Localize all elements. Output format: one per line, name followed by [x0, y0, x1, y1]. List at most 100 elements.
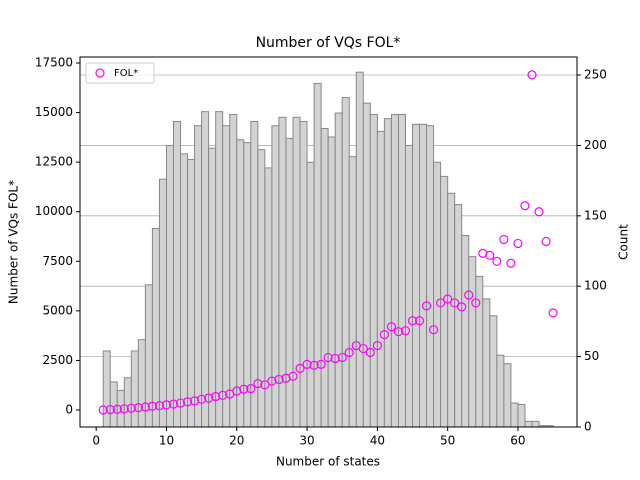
histogram-bar — [334, 112, 343, 428]
x-tick-label: 50 — [440, 434, 455, 448]
scatter-point — [450, 298, 460, 308]
scatter-point — [534, 207, 544, 217]
histogram-bar — [327, 136, 336, 428]
y2-tick-label: 0 — [584, 420, 592, 434]
scatter-point — [428, 325, 439, 335]
scatter-point — [295, 363, 305, 373]
scatter-point — [421, 301, 432, 311]
scatter-point — [337, 352, 347, 363]
scatter-point — [386, 322, 397, 332]
histogram-bar — [137, 339, 146, 428]
scatter-point — [140, 402, 150, 412]
scatter-point — [457, 302, 467, 312]
histogram-bar — [320, 128, 329, 428]
histogram-bar — [510, 402, 519, 428]
scatter-point — [492, 256, 502, 266]
scatter-point — [119, 404, 129, 414]
histogram-bar — [447, 192, 456, 428]
histogram-bar — [348, 156, 357, 428]
chart-title: Number of VQs FOL* — [256, 35, 401, 51]
scatter-point — [464, 290, 474, 300]
histogram-bar — [517, 403, 526, 428]
scatter-point — [260, 380, 270, 390]
histogram-bar — [426, 125, 435, 428]
histogram-bar — [208, 147, 217, 428]
histogram-bar — [306, 161, 315, 428]
histogram-bar — [341, 97, 350, 428]
scatter-point — [182, 397, 193, 407]
histogram-bar — [369, 113, 378, 428]
scatter-point — [126, 403, 136, 413]
scatter-point — [309, 360, 319, 370]
scatter-point — [154, 401, 165, 411]
scatter-point — [330, 353, 340, 364]
histogram-bar — [496, 354, 505, 428]
histogram-bar — [109, 381, 118, 428]
legend-label: FOL* — [114, 68, 138, 79]
histogram-bar — [158, 178, 167, 428]
x-tick-label: 0 — [92, 434, 100, 448]
scatter-point — [267, 376, 277, 386]
y-tick-label: 17500 — [35, 56, 73, 70]
scatter-point — [274, 374, 284, 385]
scatter-point — [246, 383, 256, 394]
y2-tick-label: 100 — [584, 279, 607, 293]
scatter-point — [288, 371, 298, 381]
x-tick-label: 20 — [229, 434, 244, 448]
scatter-point — [541, 236, 551, 247]
x-tick-label: 60 — [510, 434, 525, 448]
x-tick-label: 10 — [159, 434, 174, 448]
histogram-bar — [390, 113, 399, 428]
y-tick-label: 5000 — [42, 303, 73, 317]
scatter-point — [443, 294, 453, 304]
scatter-point — [302, 359, 312, 370]
scatter-point — [499, 234, 509, 245]
scatter-point — [471, 298, 481, 308]
histogram-bar — [102, 350, 111, 428]
scatter-point — [189, 396, 200, 406]
y2-tick-label: 200 — [584, 138, 607, 152]
legend-marker — [95, 68, 105, 78]
x-axis-label: Number of states — [276, 455, 380, 469]
scatter-point — [513, 238, 523, 249]
scatter-point — [372, 340, 382, 351]
scatter-point — [147, 401, 158, 411]
histogram-bar — [524, 420, 533, 428]
histogram-bar — [151, 227, 160, 428]
histogram-bar — [362, 102, 371, 428]
histogram-bar — [503, 363, 512, 428]
histogram-bar — [433, 161, 442, 428]
histogram-bar — [404, 144, 414, 428]
histogram-bar — [172, 120, 182, 428]
scatter-point — [239, 384, 249, 394]
histogram-bar — [454, 204, 463, 428]
histogram-bar — [194, 125, 203, 428]
y-tick-label: 12500 — [35, 155, 73, 169]
x-tick-label: 30 — [299, 434, 314, 448]
histogram-bar — [355, 71, 364, 428]
scatter-point — [253, 379, 263, 389]
histogram-bar — [376, 130, 385, 428]
scatter-point — [527, 70, 537, 80]
scatter-point — [133, 403, 143, 413]
scatter-point — [520, 201, 530, 211]
histogram-bar — [489, 315, 498, 428]
histogram-bar — [383, 118, 392, 428]
scatter-point — [485, 250, 495, 260]
histogram-bar — [412, 123, 421, 428]
y-tick-label: 0 — [65, 403, 73, 417]
histogram-bar — [180, 153, 189, 428]
histogram-bar — [229, 113, 238, 428]
histogram-bar — [215, 111, 224, 428]
y-tick-label: 10000 — [35, 204, 73, 218]
plot-frame — [79, 56, 578, 428]
legend-box — [85, 62, 155, 84]
scatter-point — [112, 404, 122, 414]
histogram-bar — [419, 123, 428, 428]
scatter-point — [436, 298, 446, 308]
histogram-bar — [313, 82, 322, 428]
scatter-point — [175, 398, 186, 408]
histogram-bar — [165, 144, 174, 428]
scatter-point — [105, 405, 115, 415]
scatter-point — [168, 399, 179, 409]
